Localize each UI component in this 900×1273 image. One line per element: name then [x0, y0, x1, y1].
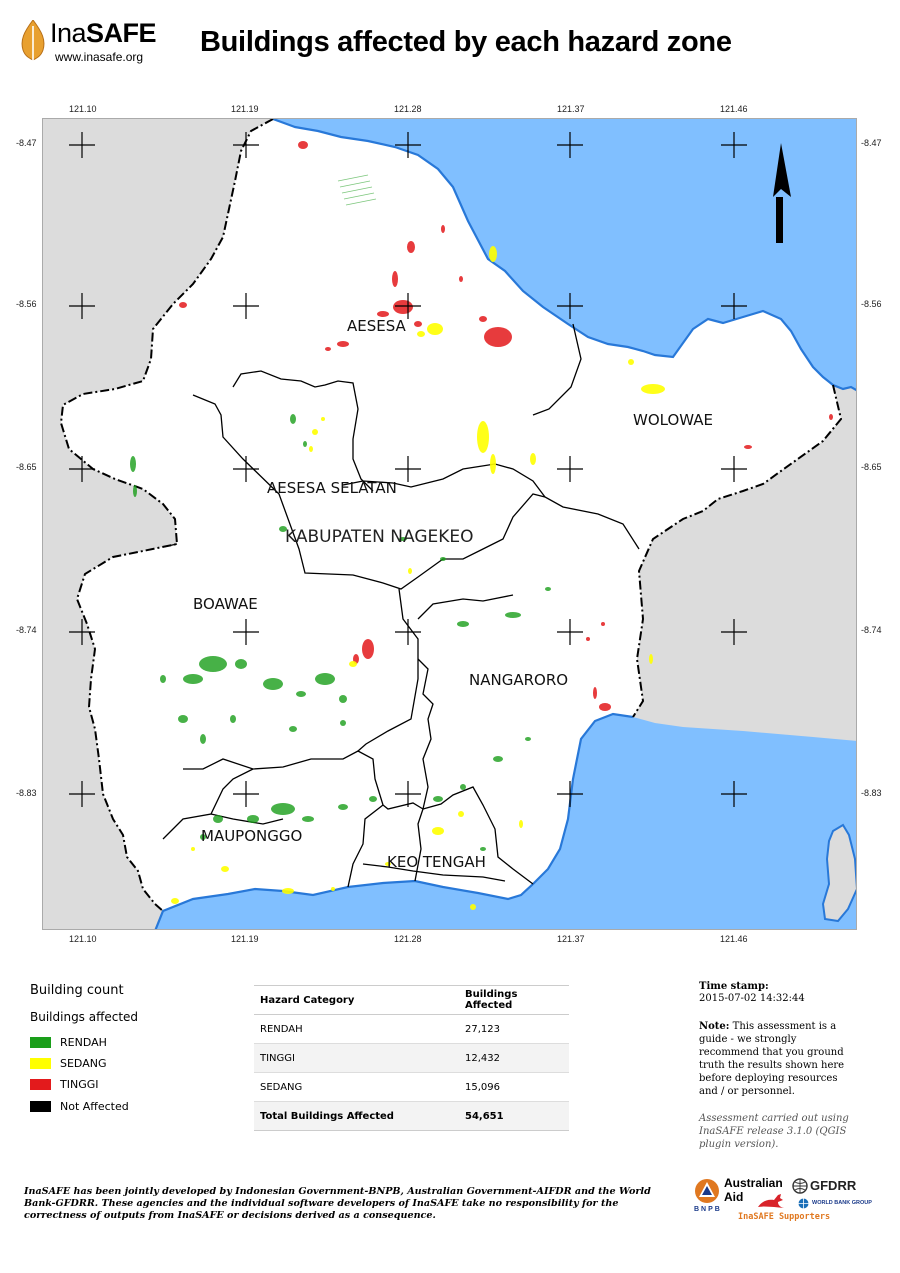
note-text: This assessment is a guide - we strongly…: [699, 1021, 845, 1097]
table-cell-count: 15,096: [459, 1072, 569, 1102]
lat-label-right: -8.83: [861, 788, 882, 798]
page-title: Buildings affected by each hazard zone: [200, 26, 732, 58]
lat-label-right: -8.65: [861, 462, 882, 472]
lon-label-bottom: 121.19: [231, 934, 259, 944]
region-label-keo-tengah: KEO TENGAH: [387, 853, 486, 871]
table-cell-count: 12,432: [459, 1043, 569, 1073]
coastline-south: [154, 712, 634, 929]
boundary-east: [632, 384, 843, 718]
lon-label-bottom: 121.46: [720, 934, 748, 944]
world-bank-icon: [798, 1198, 809, 1209]
timestamp-value: 2015-07-02 14:32:44: [699, 993, 805, 1004]
legend-label: SEDANG: [60, 1057, 107, 1070]
note-block: Note: This assessment is a guide - we st…: [699, 1020, 847, 1098]
table-cell-category: RENDAH: [254, 1014, 459, 1044]
hazard-rendah: [130, 414, 551, 851]
study-area: [61, 119, 841, 911]
table-total-label: Total Buildings Affected: [254, 1101, 459, 1131]
legend-swatch: [30, 1101, 51, 1112]
lat-label-right: -8.74: [861, 625, 882, 635]
lon-label-bottom: 121.37: [557, 934, 585, 944]
table-row: TINGGI 12,432: [254, 1043, 569, 1073]
lat-label-left: -8.56: [16, 299, 37, 309]
region-label-mauponggo: MAUPONGGO: [201, 827, 303, 845]
legend-swatch: [30, 1058, 51, 1069]
graticule: [69, 132, 747, 807]
timestamp-block: Time stamp: 2015-07-02 14:32:44: [699, 981, 849, 1005]
legend-title: Building count: [30, 983, 124, 998]
north-arrow-icon: [773, 143, 791, 243]
table-header-category: Hazard Category: [254, 985, 459, 1015]
kangaroo-icon: [758, 1194, 784, 1208]
summary-table: Hazard Category Buildings Affected RENDA…: [254, 985, 569, 1131]
island: [821, 823, 856, 923]
disclaimer: InaSAFE has been jointly developed by In…: [24, 1186, 651, 1221]
note-label: Note:: [699, 1021, 730, 1032]
lon-label-top: 121.46: [720, 104, 748, 114]
leaf-icon: [21, 20, 45, 62]
lon-label-top: 121.19: [231, 104, 259, 114]
logo-wordmark: InaSAFE: [50, 18, 157, 48]
table-total-row: Total Buildings Affected 54,651: [254, 1101, 569, 1131]
australian-aid-label: Australian: [724, 1176, 783, 1190]
legend-label: TINGGI: [60, 1078, 99, 1091]
australian-aid-label-2: Aid: [724, 1190, 744, 1204]
lon-label-bottom: 121.28: [394, 934, 422, 944]
timestamp-label: Time stamp:: [699, 981, 769, 992]
boundary-outer: [59, 119, 274, 912]
table-total-count: 54,651: [459, 1101, 569, 1131]
bnpb-label: BNPB: [694, 1206, 722, 1213]
table-header-count: Buildings Affected: [459, 985, 569, 1015]
lon-label-top: 121.37: [557, 104, 585, 114]
region-label-wolowae: WOLOWAE: [633, 411, 714, 429]
region-label-aesesa-selatan: AESESA SELATAN: [267, 479, 397, 497]
table-cell-category: SEDANG: [254, 1072, 459, 1102]
legend-label: RENDAH: [60, 1036, 107, 1049]
lat-label-left: -8.74: [16, 625, 37, 635]
district-boundaries: [162, 323, 640, 888]
inasafe-logo: InaSAFE www.inasafe.org: [20, 18, 180, 66]
sea-south: [155, 714, 856, 929]
lat-label-right: -8.56: [861, 299, 882, 309]
supporters-label: InaSAFE Supporters: [738, 1212, 831, 1222]
table-header-row: Hazard Category Buildings Affected: [254, 985, 569, 1015]
table-cell-category: TINGGI: [254, 1043, 459, 1073]
world-bank-label: WORLD BANK GROUP: [812, 1200, 872, 1206]
lat-label-left: -8.47: [16, 138, 37, 148]
legend-label: Not Affected: [60, 1100, 129, 1113]
logo-url: www.inasafe.org: [55, 50, 144, 64]
legend-swatch: [30, 1079, 51, 1090]
hazard-sedang: [171, 246, 665, 910]
region-label-nangaroro: NANGARORO: [469, 671, 569, 689]
bnpb-logo-icon: [695, 1179, 719, 1203]
lon-label-top: 121.10: [69, 104, 97, 114]
plantation-patch: [337, 174, 377, 206]
lon-label-bottom: 121.10: [69, 934, 97, 944]
table-cell-count: 27,123: [459, 1014, 569, 1044]
table-row: SEDANG 15,096: [254, 1072, 569, 1102]
sea-north: [273, 119, 856, 390]
table-row: RENDAH 27,123: [254, 1014, 569, 1044]
region-label-aesesa: AESESA: [347, 317, 406, 335]
legend-subtitle: Buildings affected: [30, 1010, 139, 1024]
lat-label-right: -8.47: [861, 138, 882, 148]
legend-swatch: [30, 1037, 51, 1048]
lat-label-left: -8.65: [16, 462, 37, 472]
sponsor-logos: BNPB Australian Aid GFDRR WORLD BANK GRO…: [694, 1174, 880, 1230]
region-label-kabupaten: KABUPATEN NAGEKEO: [285, 527, 474, 547]
map-frame: AESESA WOLOWAE AESESA SELATAN KABUPATEN …: [42, 118, 857, 930]
map-canvas: [59, 119, 856, 929]
lon-label-top: 121.28: [394, 104, 422, 114]
lat-label-left: -8.83: [16, 788, 37, 798]
version-text: Assessment carried out using InaSAFE rel…: [699, 1113, 849, 1150]
coastline-north: [272, 119, 856, 392]
gfdrr-globe-icon: [792, 1178, 808, 1194]
region-label-boawae: BOAWAE: [193, 595, 258, 613]
gfdrr-label: GFDRR: [810, 1178, 857, 1193]
